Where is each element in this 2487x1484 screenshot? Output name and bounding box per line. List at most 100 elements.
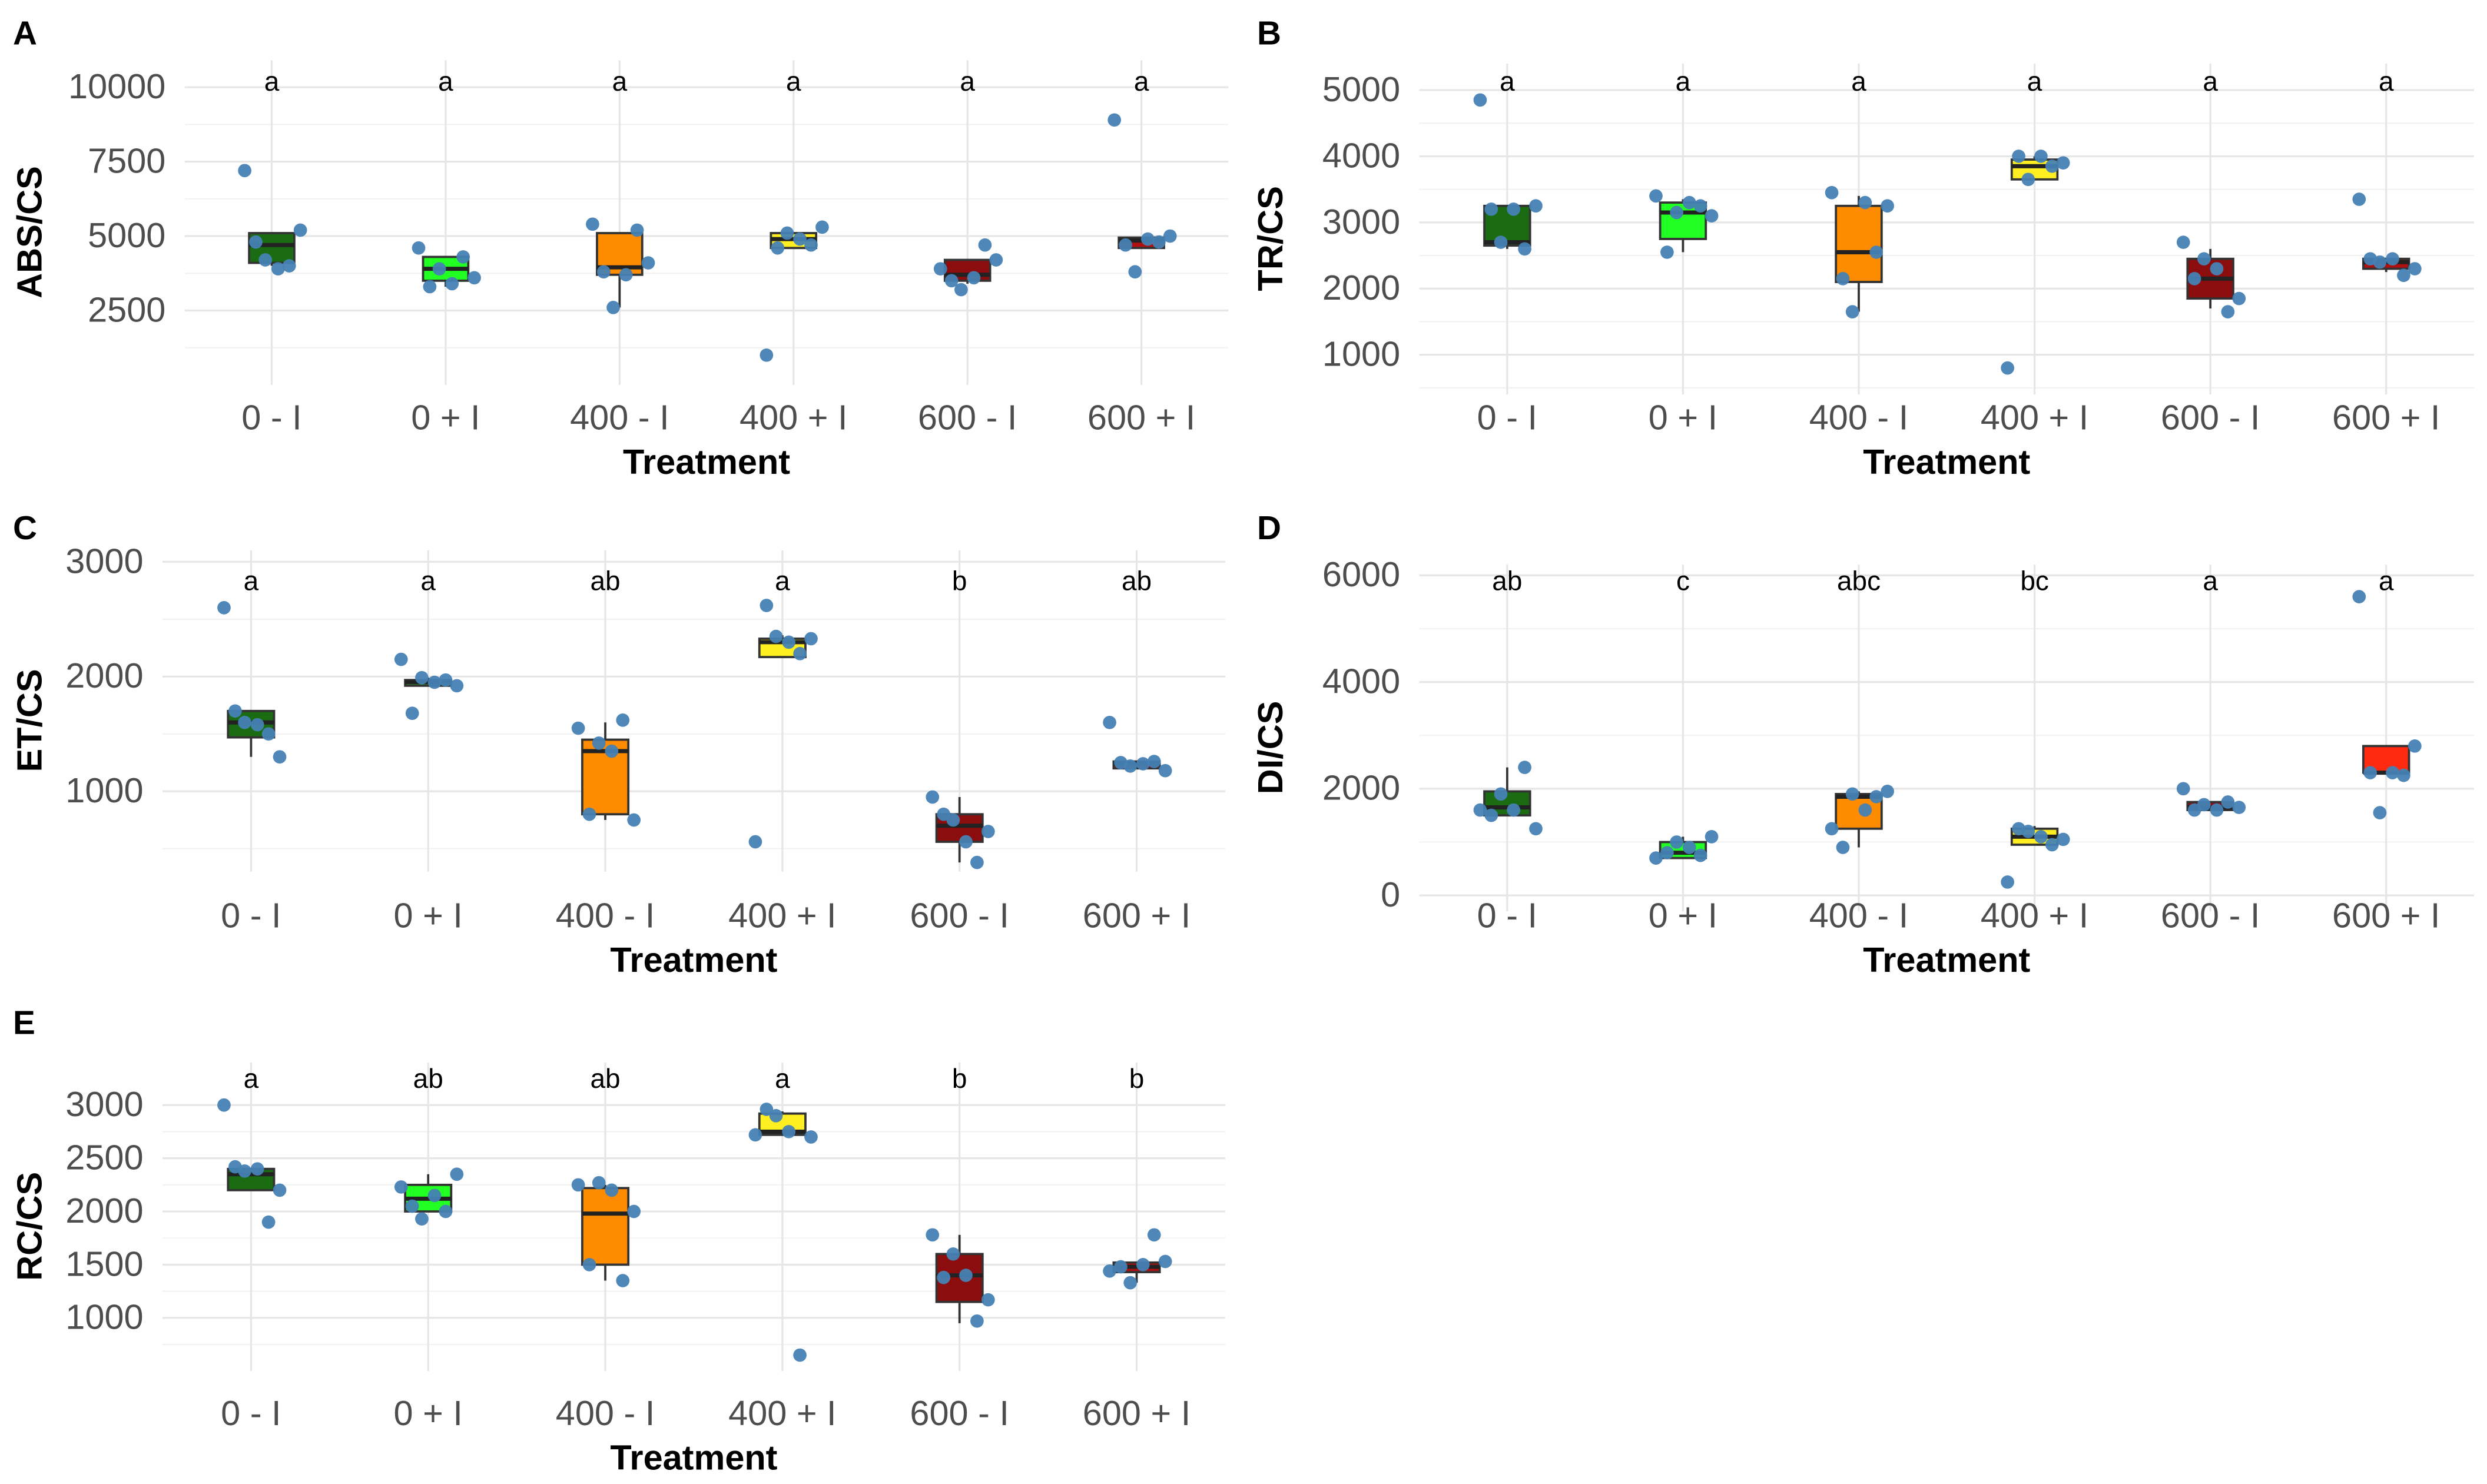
data-point xyxy=(954,283,968,297)
data-point xyxy=(1858,195,1872,210)
significance-letter: ab xyxy=(1492,565,1522,596)
data-point xyxy=(748,1128,762,1142)
data-point xyxy=(2034,830,2048,844)
panel-letter: B xyxy=(1257,15,1281,52)
data-point xyxy=(1473,93,1487,107)
data-point xyxy=(1473,803,1487,817)
x-tick-label: 0 + I xyxy=(394,1393,463,1433)
significance-letter: a xyxy=(2203,66,2218,97)
data-point xyxy=(592,736,606,750)
data-point xyxy=(2386,252,2399,266)
data-point xyxy=(1103,1264,1116,1278)
data-point xyxy=(1649,189,1663,203)
data-point xyxy=(2352,192,2366,206)
x-tick-label: 400 - I xyxy=(1809,895,1909,935)
data-point xyxy=(804,238,818,252)
x-axis-title: Treatment xyxy=(610,1438,777,1478)
x-tick-label: 0 + I xyxy=(411,398,480,437)
data-point xyxy=(760,1103,774,1116)
data-point xyxy=(978,238,992,252)
x-tick-label: 0 + I xyxy=(1649,398,1717,437)
data-point xyxy=(405,706,419,721)
data-point xyxy=(1152,235,1166,249)
data-point xyxy=(1136,1258,1150,1271)
data-point xyxy=(2045,159,2059,173)
significance-letter: b xyxy=(1129,1063,1145,1094)
data-point xyxy=(2012,150,2025,163)
data-point xyxy=(1660,846,1674,859)
data-point xyxy=(1507,202,1521,216)
x-tick-label: 400 + I xyxy=(1981,398,2088,437)
data-point xyxy=(2363,766,2377,779)
y-tick-label: 1000 xyxy=(65,1297,143,1337)
y-axis-title: DI/CS xyxy=(1251,701,1290,795)
data-point xyxy=(2352,590,2366,603)
panel-b: 1000 2000 3000 4000 5000 a a a a a a 0 - I 0 + I 400 … xyxy=(1251,15,2475,482)
x-tick-label: 400 - I xyxy=(556,1393,655,1433)
significance-letter: a xyxy=(244,565,259,596)
y-tick-label: 2000 xyxy=(65,656,143,695)
data-point xyxy=(970,1314,984,1328)
data-point xyxy=(2221,305,2235,318)
data-point xyxy=(1158,1254,1172,1269)
data-point xyxy=(1825,822,1839,836)
x-tick-label: 600 - I xyxy=(918,398,1017,437)
data-point xyxy=(1141,232,1155,246)
data-point xyxy=(782,635,796,649)
data-point xyxy=(261,1215,276,1229)
data-point xyxy=(571,1178,585,1192)
data-point xyxy=(1128,265,1142,279)
data-point xyxy=(439,1204,453,1219)
panel-letter: C xyxy=(13,510,37,547)
data-point xyxy=(2232,291,2246,306)
data-point xyxy=(1845,787,1859,801)
data-point xyxy=(793,232,807,246)
significance-letter: a xyxy=(244,1063,259,1094)
data-point xyxy=(217,1098,231,1112)
data-point xyxy=(1494,235,1508,249)
data-point xyxy=(944,274,959,288)
data-point xyxy=(293,223,307,237)
data-point xyxy=(596,265,611,279)
data-point xyxy=(439,673,453,687)
data-point xyxy=(959,835,973,849)
significance-letter: ab xyxy=(413,1063,443,1094)
data-point xyxy=(815,220,829,234)
x-tick-label: 600 - I xyxy=(2161,895,2260,935)
data-point xyxy=(415,1212,429,1226)
y-axis-title: ABS/CS xyxy=(10,166,49,298)
data-point xyxy=(2056,156,2070,170)
y-tick-label: 1500 xyxy=(65,1244,143,1283)
panel-letter: A xyxy=(13,15,37,52)
data-point xyxy=(1484,202,1498,216)
data-point xyxy=(760,348,774,362)
significance-letter: a xyxy=(960,66,975,97)
data-point xyxy=(415,670,429,685)
y-tick-label: 2000 xyxy=(65,1191,143,1230)
significance-letter: a xyxy=(2379,66,2394,97)
significance-letter: ab xyxy=(1122,565,1152,596)
data-point xyxy=(1881,785,1894,798)
data-point xyxy=(1858,803,1872,817)
y-tick-label: 3000 xyxy=(65,1084,143,1124)
significance-letter: abc xyxy=(1837,565,1881,596)
y-tick-label: 2000 xyxy=(1322,268,1400,307)
data-point xyxy=(2034,150,2048,163)
y-tick-label: 7500 xyxy=(88,141,165,181)
data-point xyxy=(1649,851,1663,865)
data-point xyxy=(605,1183,619,1197)
data-point xyxy=(427,675,442,689)
y-tick-label: 2000 xyxy=(1322,768,1400,808)
data-point xyxy=(793,646,807,660)
x-tick-label: 400 + I xyxy=(1981,895,2088,935)
data-point xyxy=(926,1228,940,1242)
significance-letter: a xyxy=(1676,66,1691,97)
data-point xyxy=(2408,262,2422,275)
data-point xyxy=(2373,255,2387,269)
data-point xyxy=(1484,808,1498,822)
significance-letter: a xyxy=(612,66,628,97)
significance-letter: a xyxy=(1500,66,1515,97)
data-point xyxy=(793,1348,807,1362)
data-point xyxy=(423,280,437,294)
